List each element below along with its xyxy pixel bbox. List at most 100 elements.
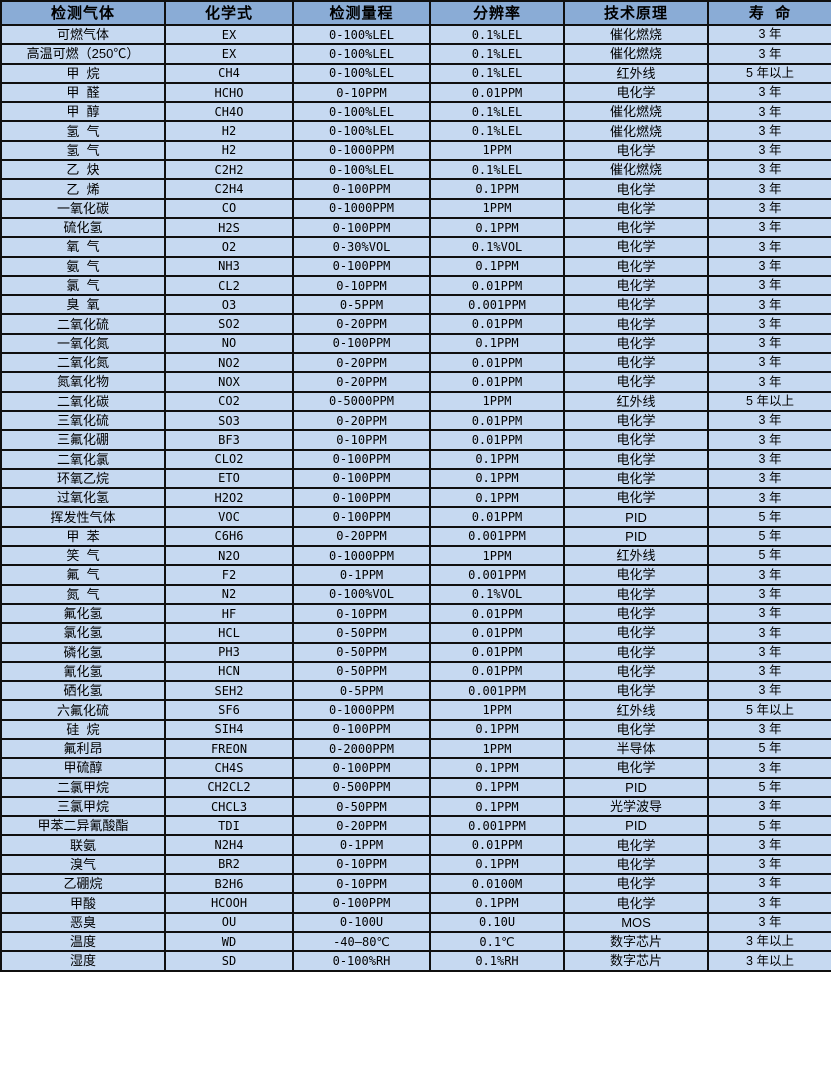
table-cell-lifespan: 5 年 — [707, 545, 831, 567]
table-cell-principle: 催化燃烧 — [563, 101, 709, 123]
table-cell-lifespan: 3 年 — [707, 429, 831, 451]
table-cell-formula: WD — [164, 930, 294, 953]
table-cell-resolution: 0.1PPM — [429, 216, 565, 239]
table-cell-formula: CHCL3 — [164, 795, 294, 818]
table-cell-resolution: 0.1PPM — [429, 467, 565, 490]
table-cell-principle: 电化学 — [563, 139, 709, 162]
table-cell-gas: 环氧乙烷 — [0, 467, 166, 490]
table-cell-resolution: 0.01PPM — [429, 660, 565, 683]
table-row: 二氧化碳 CO2 0-5000PPM 1PPM 红外线 5 年以上 — [0, 390, 831, 412]
table-row: 氟利昂 FREON 0-2000PPM 1PPM 半导体 5 年 — [0, 737, 831, 760]
table-cell-principle: 红外线 — [563, 545, 709, 567]
table-cell-lifespan: 3 年 — [707, 834, 831, 856]
table-cell-resolution: 0.1%LEL — [429, 120, 565, 142]
table-cell-lifespan: 3 年 — [707, 641, 831, 663]
table-cell-range: 0-100%LEL — [292, 62, 431, 84]
table-cell-formula: SEH2 — [164, 680, 294, 702]
table-cell-lifespan: 3 年 — [707, 313, 831, 335]
table-cell-principle: 红外线 — [563, 699, 709, 721]
table-cell-gas: 温度 — [0, 930, 166, 953]
table-cell-formula: HCN — [164, 660, 294, 683]
table-cell-principle: 电化学 — [563, 197, 709, 219]
table-cell-resolution: 1PPM — [429, 737, 565, 760]
table-cell-range: 0-20PPM — [292, 815, 431, 837]
table-cell-range: 0-100%RH — [292, 950, 431, 972]
table-cell-gas: 氧 气 — [0, 236, 166, 258]
table-cell-resolution: 0.01PPM — [429, 641, 565, 663]
table-cell-formula: OU — [164, 911, 294, 933]
table-row: 甲 醛 HCHO 0-10PPM 0.01PPM 电化学 3 年 — [0, 81, 831, 104]
table-row: 氢 气 H2 0-1000PPM 1PPM 电化学 3 年 — [0, 139, 831, 162]
table-row: 溴气 BR2 0-10PPM 0.1PPM 电化学 3 年 — [0, 853, 831, 876]
table-cell-lifespan: 3 年 — [707, 873, 831, 895]
table-row: 臭 氧 O3 0-5PPM 0.001PPM 电化学 3 年 — [0, 294, 831, 316]
table-cell-resolution: 0.1PPM — [429, 776, 565, 798]
table-cell-principle: 电化学 — [563, 255, 709, 277]
table-cell-resolution: 0.01PPM — [429, 429, 565, 451]
table-row: 温度 WD -40—80℃ 0.1℃ 数字芯片 3 年以上 — [0, 930, 831, 953]
table-cell-formula: CH4O — [164, 101, 294, 123]
table-cell-principle: 电化学 — [563, 564, 709, 586]
table-cell-range: 0-100PPM — [292, 255, 431, 277]
table-cell-principle: PID — [563, 506, 709, 528]
table-cell-principle: 数字芯片 — [563, 950, 709, 972]
table-cell-range: 0-5PPM — [292, 680, 431, 702]
table-cell-formula: TDI — [164, 815, 294, 837]
table-row: 二氧化硫 SO2 0-20PPM 0.01PPM 电化学 3 年 — [0, 313, 831, 335]
table-cell-resolution: 0.1PPM — [429, 448, 565, 470]
table-cell-resolution: 0.1%VOL — [429, 583, 565, 605]
table-cell-lifespan: 3 年 — [707, 159, 831, 181]
table-cell-formula: BF3 — [164, 429, 294, 451]
table-row: 氯 气 CL2 0-10PPM 0.01PPM 电化学 3 年 — [0, 274, 831, 297]
table-row: 甲 苯 C6H6 0-20PPM 0.001PPM PID 5 年 — [0, 525, 831, 548]
table-cell-principle: 电化学 — [563, 660, 709, 683]
table-row: 一氧化氮 NO 0-100PPM 0.1PPM 电化学 3 年 — [0, 332, 831, 355]
table-cell-lifespan: 5 年以上 — [707, 62, 831, 84]
table-cell-gas: 乙 炔 — [0, 159, 166, 181]
table-cell-principle: PID — [563, 525, 709, 548]
table-cell-lifespan: 3 年 — [707, 680, 831, 702]
table-cell-lifespan: 3 年 — [707, 178, 831, 200]
table-cell-principle: 半导体 — [563, 737, 709, 760]
table-cell-gas: 笑 气 — [0, 545, 166, 567]
table-cell-range: 0-100PPM — [292, 892, 431, 914]
table-cell-resolution: 1PPM — [429, 139, 565, 162]
table-cell-range: 0-100%VOL — [292, 583, 431, 605]
table-body: 可燃气体 EX 0-100%LEL 0.1%LEL 催化燃烧 3 年高温可燃（250℃） E… — [0, 23, 831, 972]
table-cell-formula: NOX — [164, 371, 294, 393]
table-cell-gas: 二氧化氯 — [0, 448, 166, 470]
header-row: 检测气体 化学式 检测量程 分辨率 技术原理寿 命 — [0, 0, 831, 26]
table-cell-resolution: 0.1PPM — [429, 853, 565, 876]
table-cell-formula: H2 — [164, 139, 294, 162]
table-cell-gas: 氟 气 — [0, 564, 166, 586]
table-cell-gas: 臭 氧 — [0, 294, 166, 316]
table-cell-principle: 电化学 — [563, 216, 709, 239]
table-cell-principle: PID — [563, 776, 709, 798]
table-row: 挥发性气体 VOC 0-100PPM 0.01PPM PID 5 年 — [0, 506, 831, 528]
table-cell-range: 0-100%LEL — [292, 159, 431, 181]
table-cell-resolution: 0.0100M — [429, 873, 565, 895]
table-cell-resolution: 0.1PPM — [429, 718, 565, 740]
table-cell-formula: CH4 — [164, 62, 294, 84]
table-cell-formula: EX — [164, 23, 294, 46]
table-cell-resolution: 0.1℃ — [429, 930, 565, 953]
table-cell-formula: HCHO — [164, 81, 294, 104]
table-cell-gas: 氯化氢 — [0, 622, 166, 644]
table-cell-resolution: 0.1PPM — [429, 795, 565, 818]
table-cell-lifespan: 3 年 — [707, 487, 831, 509]
table-cell-principle: 催化燃烧 — [563, 43, 709, 65]
table-cell-range: 0-10PPM — [292, 274, 431, 297]
table-cell-principle: 电化学 — [563, 757, 709, 779]
table-cell-gas: 乙硼烷 — [0, 873, 166, 895]
table-row: 二氧化氯 CLO2 0-100PPM 0.1PPM 电化学 3 年 — [0, 448, 831, 470]
table-cell-formula: N2H4 — [164, 834, 294, 856]
table-cell-principle: 电化学 — [563, 352, 709, 374]
table-cell-gas: 氮 气 — [0, 583, 166, 605]
table-cell-gas: 硫化氢 — [0, 216, 166, 239]
table-cell-range: 0-5000PPM — [292, 390, 431, 412]
table-row: 乙 烯 C2H4 0-100PPM 0.1PPM 电化学 3 年 — [0, 178, 831, 200]
table-row: 二氯甲烷 CH2CL2 0-500PPM 0.1PPM PID 5 年 — [0, 776, 831, 798]
table-cell-principle: 电化学 — [563, 873, 709, 895]
table-cell-lifespan: 3 年 — [707, 467, 831, 490]
table-row: 氧 气 O2 0-30%VOL 0.1%VOL 电化学 3 年 — [0, 236, 831, 258]
